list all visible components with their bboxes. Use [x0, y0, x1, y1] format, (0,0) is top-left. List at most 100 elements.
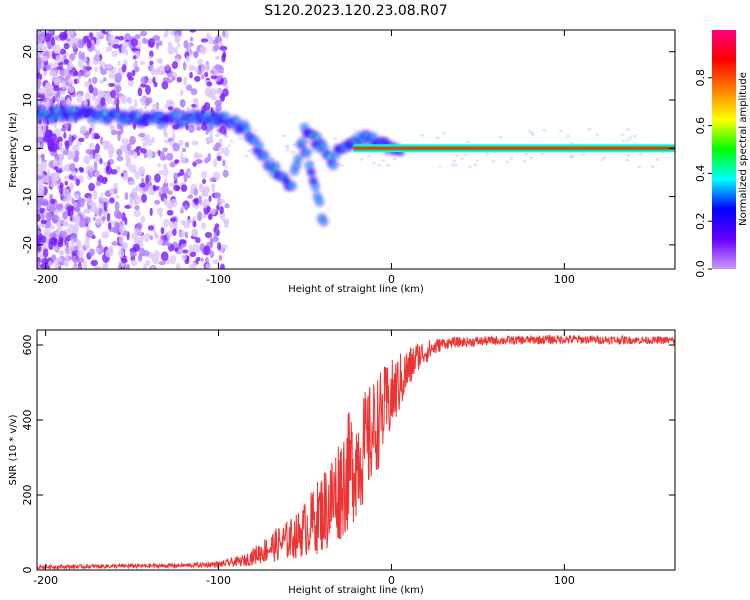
speckle-mark	[463, 152, 468, 156]
speckle-mark	[72, 43, 78, 50]
speckle-mark	[140, 76, 147, 84]
speckle-mark	[204, 63, 210, 73]
speckle-mark	[134, 34, 141, 40]
speckle-mark	[119, 144, 127, 151]
speckle-mark	[52, 96, 56, 103]
speckle-mark	[95, 49, 101, 57]
speckle-mark	[540, 152, 544, 156]
speckle-mark	[107, 222, 112, 230]
speckle-mark	[152, 35, 161, 41]
speckle-mark	[216, 228, 220, 237]
speckle-mark	[61, 80, 67, 90]
speckle-mark	[164, 177, 168, 186]
speckle-mark	[132, 55, 137, 60]
speckle-mark	[214, 88, 223, 95]
speckle-mark	[77, 39, 85, 49]
speckle-mark	[637, 165, 642, 169]
speckle-mark	[152, 76, 156, 84]
speckle-mark	[204, 86, 212, 97]
ridge-mark	[306, 162, 313, 168]
speckle-mark	[214, 223, 220, 229]
speckle-mark	[655, 158, 660, 161]
speckle-mark	[114, 221, 120, 228]
speckle-mark	[156, 163, 162, 168]
x-tick-label: 0	[388, 574, 395, 587]
speckle-mark	[191, 140, 199, 146]
y-tick-label: 0	[21, 145, 34, 152]
speckle-mark	[140, 83, 147, 88]
speckle-mark	[181, 147, 187, 153]
speckle-mark	[173, 221, 178, 230]
speckle-mark	[67, 78, 74, 85]
speckle-mark	[117, 212, 123, 220]
speckle-mark	[142, 250, 150, 257]
speckle-mark	[121, 64, 127, 73]
speckle-mark	[166, 79, 173, 84]
speckle-mark	[86, 40, 92, 49]
speckle-mark	[37, 122, 43, 127]
speckle-mark	[60, 127, 67, 132]
x-tick-label: -200	[33, 574, 58, 587]
speckle-mark	[238, 136, 243, 140]
speckle-mark	[148, 38, 156, 48]
speckle-mark	[165, 152, 174, 161]
speckle-mark	[628, 136, 633, 140]
speckle-mark	[180, 156, 187, 164]
speckle-mark	[201, 74, 205, 80]
speckle-mark	[216, 155, 222, 161]
speckle-mark	[129, 198, 133, 208]
spectrogram-ridge	[37, 105, 406, 227]
speckle-mark	[87, 204, 91, 210]
speckle-mark	[41, 198, 49, 207]
speckle-mark	[119, 125, 124, 135]
colorbar-tick-label: 0.8	[694, 69, 707, 87]
speckle-mark	[66, 37, 71, 42]
speckle-mark	[37, 260, 40, 269]
speckle-mark	[40, 61, 45, 69]
speckle-mark	[40, 235, 47, 244]
speckle-mark	[74, 206, 80, 213]
speckle-mark	[184, 204, 189, 211]
speckle-mark	[327, 145, 332, 149]
speckle-mark	[285, 144, 290, 148]
speckle-mark	[224, 30, 229, 40]
speckle-mark	[131, 69, 136, 77]
speckle-mark	[128, 96, 132, 106]
speckle-mark	[101, 263, 107, 269]
speckle-mark	[83, 197, 91, 203]
speckle-mark	[197, 69, 203, 75]
speckle-mark	[189, 36, 194, 42]
ridge-mark	[289, 183, 296, 189]
speckle-mark	[161, 184, 169, 194]
speckle-mark	[110, 169, 118, 175]
speckle-mark	[290, 150, 295, 154]
speckle-mark	[56, 96, 65, 102]
speckle-mark	[49, 203, 57, 213]
speckle-mark	[170, 198, 178, 208]
speckle-mark	[100, 68, 108, 75]
speckle-mark	[64, 140, 70, 150]
speckle-mark	[74, 78, 78, 84]
speckle-mark	[214, 192, 222, 199]
speckle-mark	[192, 229, 198, 238]
ridge-mark	[243, 127, 250, 132]
speckle-mark	[229, 139, 233, 143]
speckle-mark	[62, 188, 71, 198]
speckle-mark	[44, 90, 51, 99]
speckle-mark	[63, 58, 69, 65]
speckle-mark	[174, 159, 180, 164]
speckle-mark	[195, 153, 203, 158]
speckle-mark	[131, 259, 137, 267]
speckle-mark	[63, 132, 67, 139]
speckle-mark	[109, 143, 114, 154]
speckle-mark	[48, 85, 53, 94]
speckle-mark	[212, 39, 218, 45]
speckle-mark	[172, 228, 177, 236]
speckle-mark	[145, 174, 149, 184]
speckle-mark	[65, 240, 69, 247]
speckle-mark	[109, 197, 115, 204]
speckle-mark	[110, 89, 117, 99]
speckle-mark	[602, 156, 607, 159]
speckle-mark	[165, 99, 174, 105]
speckle-mark	[160, 251, 169, 262]
